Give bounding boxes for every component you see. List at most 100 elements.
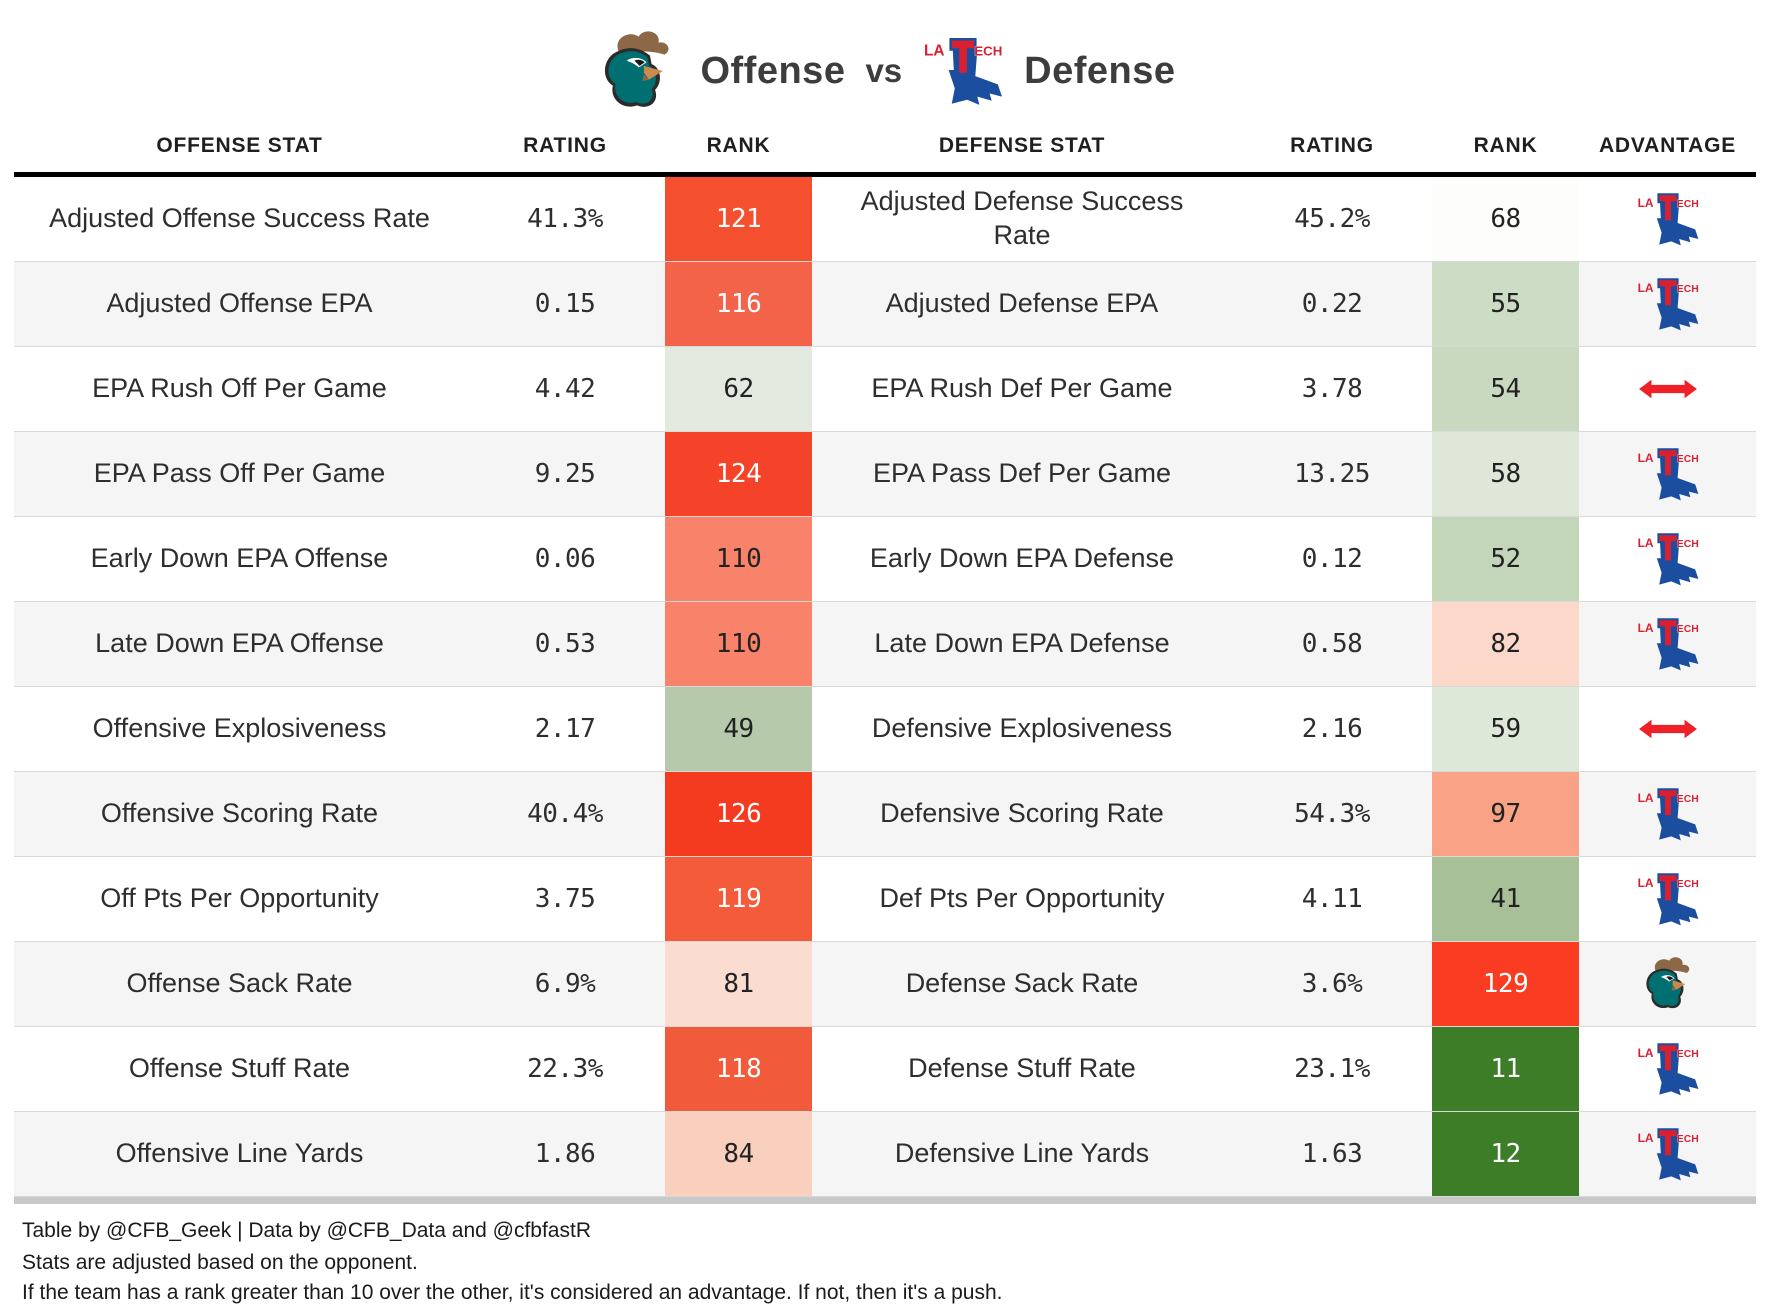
defense-stat-label: Defensive Scoring Rate <box>880 798 1164 829</box>
defense-rank-cell: 11 <box>1432 1027 1579 1111</box>
defense-rating-value: 54.3% <box>1294 799 1370 829</box>
offense-rating-value: 0.15 <box>534 289 596 319</box>
offense-stat-label: Offensive Explosiveness <box>92 713 387 744</box>
offense-rank-cell: 81 <box>665 942 812 1026</box>
table-header-row: OFFENSE STAT RATING RANK DEFENSE STAT RA… <box>14 134 1756 177</box>
col-header-defense-rank: RANK <box>1473 134 1538 157</box>
la-tech-logo-icon: LA ECH <box>1637 193 1698 246</box>
offense-rank-cell: 110 <box>665 517 812 601</box>
coastal-carolina-logo-icon <box>1645 957 1689 1009</box>
svg-text:ECH: ECH <box>1676 454 1698 465</box>
svg-text:ECH: ECH <box>1676 624 1698 635</box>
advantage-cell <box>1579 942 1756 1026</box>
offense-rank-cell: 119 <box>665 857 812 941</box>
defense-team-logo: LA ECH <box>922 35 1004 107</box>
offense-stat-label: Offense Sack Rate <box>126 968 353 999</box>
offense-rank-cell: 121 <box>665 177 812 261</box>
table-row: EPA Pass Off Per Game 9.25 124 EPA Pass … <box>14 432 1756 517</box>
offense-rank-cell: 124 <box>665 432 812 516</box>
defense-rating-value: 0.12 <box>1301 544 1363 574</box>
advantage-cell: LA ECH <box>1579 432 1756 516</box>
svg-text:LA: LA <box>1637 621 1653 635</box>
defense-rank-cell: 82 <box>1432 602 1579 686</box>
svg-text:ECH: ECH <box>1676 1134 1698 1145</box>
advantage-cell: LA ECH <box>1579 1027 1756 1111</box>
table-footer-notes: Table by @CFB_Geek | Data by @CFB_Data a… <box>22 1216 1770 1307</box>
la-tech-logo-icon: LA ECH <box>1637 1128 1698 1181</box>
table-row: Offense Sack Rate 6.9% 81 Defense Sack R… <box>14 942 1756 1027</box>
defense-stat-label: Defensive Explosiveness <box>871 713 1173 744</box>
defense-rating-value: 2.16 <box>1301 714 1363 744</box>
la-tech-logo-icon: LA ECH <box>1637 1043 1698 1096</box>
la-tech-logo-icon: LA ECH <box>1637 788 1698 841</box>
offense-stat-label: EPA Pass Off Per Game <box>93 458 386 489</box>
advantage-cell: LA ECH <box>1579 1112 1756 1196</box>
defense-stat-label: Defense Sack Rate <box>905 968 1139 999</box>
la-tech-logo-icon: LA ECH <box>1637 278 1698 331</box>
offense-rating-value: 40.4% <box>527 799 603 829</box>
credit-line: Table by @CFB_Geek | Data by @CFB_Data a… <box>22 1219 591 1242</box>
offense-stat-label: Adjusted Offense EPA <box>106 288 373 319</box>
svg-text:LA: LA <box>1637 536 1653 550</box>
defense-rank-cell: 54 <box>1432 347 1579 431</box>
svg-text:ECH: ECH <box>1676 879 1698 890</box>
defense-stat-label: Early Down EPA Defense <box>869 543 1175 574</box>
svg-text:LA: LA <box>1637 451 1653 465</box>
offense-stat-label: Off Pts Per Opportunity <box>100 883 379 914</box>
stats-comparison-table: OFFENSE STAT RATING RANK DEFENSE STAT RA… <box>14 134 1756 1204</box>
advantage-cell: LA ECH <box>1579 262 1756 346</box>
table-row: Adjusted Offense Success Rate 41.3% 121 … <box>14 177 1756 262</box>
la-tech-logo-icon: LA ECH <box>1637 618 1698 671</box>
advantage-cell: LA ECH <box>1579 177 1756 261</box>
defense-rating-value: 4.11 <box>1301 884 1363 914</box>
advantage-cell <box>1579 347 1756 431</box>
offense-rank-cell: 126 <box>665 772 812 856</box>
offense-rating-value: 41.3% <box>527 204 603 234</box>
defense-stat-label: Late Down EPA Defense <box>874 628 1170 659</box>
push-arrow-icon <box>1638 379 1697 399</box>
col-header-offense-rating: RATING <box>523 134 607 157</box>
col-header-defense-rating: RATING <box>1290 134 1374 157</box>
vs-label: vs <box>865 52 903 89</box>
note-advantage-rule: If the team has a rank greater than 10 o… <box>22 1280 1003 1304</box>
defense-rating-value: 13.25 <box>1294 459 1370 489</box>
defense-stat-label: Adjusted Defense Success Rate <box>860 186 1184 250</box>
offense-stat-label: EPA Rush Off Per Game <box>92 373 387 404</box>
offense-stat-label: Offensive Line Yards <box>115 1138 364 1169</box>
svg-text:LA: LA <box>1637 1046 1653 1060</box>
advantage-cell <box>1579 687 1756 771</box>
defense-rank-cell: 52 <box>1432 517 1579 601</box>
offense-rating-value: 3.75 <box>534 884 596 914</box>
table-row: Offensive Explosiveness 2.17 49 Defensiv… <box>14 687 1756 772</box>
col-header-advantage: ADVANTAGE <box>1598 134 1737 157</box>
offense-stat-label: Offensive Scoring Rate <box>100 798 379 829</box>
offense-rating-value: 4.42 <box>534 374 596 404</box>
la-tech-logo-icon: LA ECH <box>924 37 1003 105</box>
svg-text:ECH: ECH <box>1676 794 1698 805</box>
la-tech-logo-icon: LA ECH <box>1637 448 1698 501</box>
defense-rank-cell: 68 <box>1432 177 1579 261</box>
defense-stat-label: Adjusted Defense EPA <box>885 288 1159 319</box>
defense-rating-value: 23.1% <box>1294 1054 1370 1084</box>
offense-rating-value: 22.3% <box>527 1054 603 1084</box>
page-title: Offense vs LA ECH Defense <box>0 0 1770 134</box>
defense-stat-label: EPA Pass Def Per Game <box>872 458 1172 489</box>
svg-text:ECH: ECH <box>1676 199 1698 210</box>
defense-stat-label: Defense Stuff Rate <box>908 1053 1136 1084</box>
offense-rank-cell: 62 <box>665 347 812 431</box>
svg-text:LA: LA <box>1637 196 1653 210</box>
defense-rating-value: 0.22 <box>1301 289 1363 319</box>
offense-rating-value: 6.9% <box>534 969 596 999</box>
svg-text:LA: LA <box>1637 281 1653 295</box>
defense-rating-value: 1.63 <box>1301 1139 1363 1169</box>
defense-title-label: Defense <box>1024 49 1176 92</box>
table-body: Adjusted Offense Success Rate 41.3% 121 … <box>14 177 1756 1197</box>
coastal-carolina-logo-icon <box>605 31 669 107</box>
defense-rank-cell: 58 <box>1432 432 1579 516</box>
defense-stat-label: Defensive Line Yards <box>894 1138 1150 1169</box>
table-row: Offensive Scoring Rate 40.4% 126 Defensi… <box>14 772 1756 857</box>
defense-rank-cell: 55 <box>1432 262 1579 346</box>
advantage-cell: LA ECH <box>1579 857 1756 941</box>
advantage-cell: LA ECH <box>1579 602 1756 686</box>
offense-rating-value: 9.25 <box>534 459 596 489</box>
